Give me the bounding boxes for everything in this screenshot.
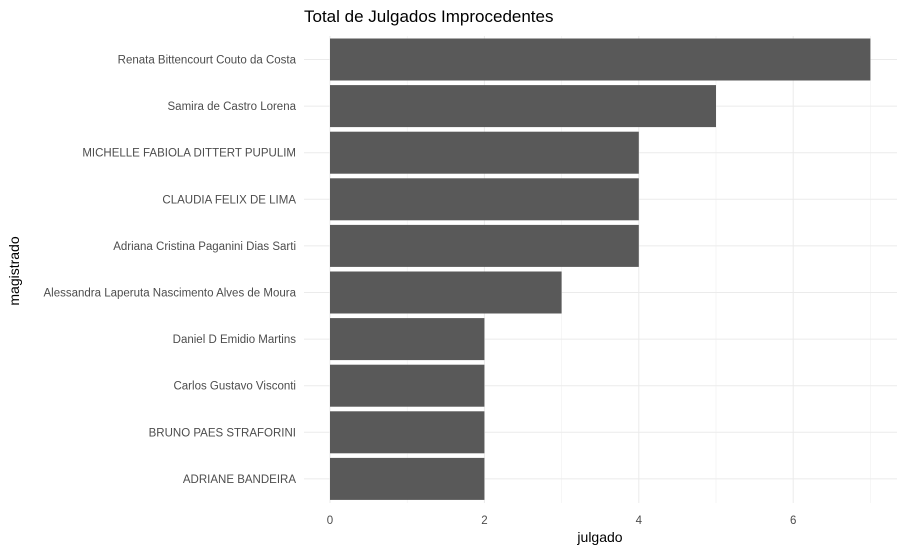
x-tick-label: 4 (636, 515, 643, 527)
category-label: Daniel D Emidio Martins (173, 334, 297, 346)
chart-title: Total de Julgados Improcedentes (304, 7, 554, 26)
category-label: BRUNO PAES STRAFORINI (149, 427, 296, 439)
category-label: Adriana Cristina Paganini Dias Sarti (113, 241, 296, 253)
category-label: ADRIANE BANDEIRA (183, 474, 296, 486)
bar (330, 457, 485, 500)
bar (330, 271, 562, 314)
bar (330, 131, 639, 174)
x-tick-label: 0 (327, 515, 333, 527)
x-axis-title: julgado (576, 529, 622, 545)
category-label: MICHELLE FABIOLA DITTERT PUPULIM (82, 148, 296, 160)
category-labels: Renata Bittencourt Couto da Costa Samira … (43, 55, 296, 486)
bars (330, 38, 871, 500)
x-tick-labels: 0 2 4 6 (327, 515, 797, 527)
category-label: Renata Bittencourt Couto da Costa (118, 55, 297, 67)
bar (330, 364, 485, 407)
x-tick-label: 6 (790, 515, 796, 527)
category-label: Carlos Gustavo Visconti (173, 381, 296, 393)
bar (330, 178, 639, 221)
bar (330, 38, 871, 81)
category-label: CLAUDIA FELIX DE LIMA (162, 194, 296, 206)
bar (330, 411, 485, 454)
y-axis-title: magistrado (6, 236, 22, 305)
bar (330, 85, 716, 128)
bar (330, 224, 639, 267)
category-label: Alessandra Laperuta Nascimento Alves de … (43, 288, 296, 300)
bar (330, 318, 485, 361)
x-tick-label: 2 (481, 515, 487, 527)
category-label: Samira de Castro Lorena (168, 101, 297, 113)
